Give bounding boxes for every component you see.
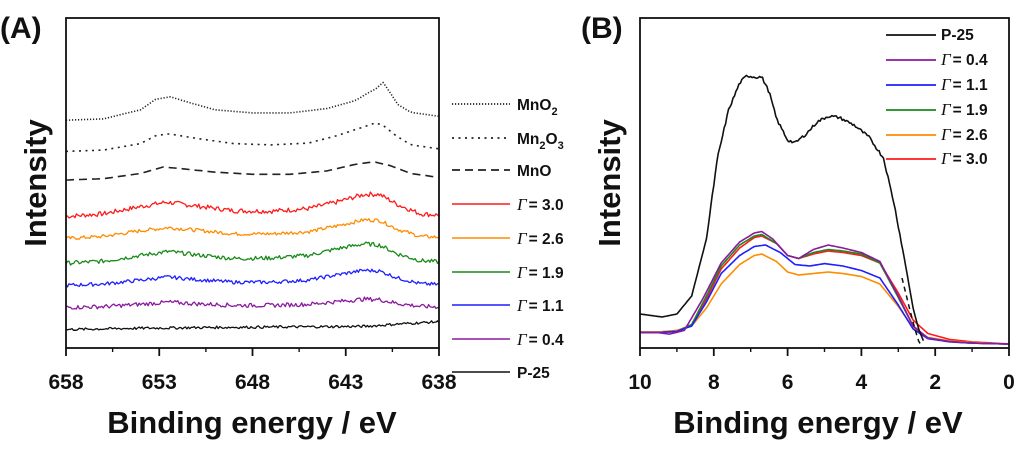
panel-a-plot-frame [65, 17, 440, 349]
panel-b-legend-label-gamma-3-0: Γ = 3.0 [940, 149, 988, 168]
panel-a-x-axis-title: Binding energy / eV [107, 405, 397, 440]
panel-a-traces [65, 81, 440, 331]
panel-a-series-mno [65, 81, 440, 121]
panel-b-tick-label: 10 [628, 371, 651, 394]
panel-b-label: (B) [581, 12, 623, 45]
panel-b-series-gamma-3-0 [640, 235, 1010, 345]
panel-b-series-gamma-1-9 [640, 233, 1009, 345]
panel-a-legend: MnO2 Mn2O3 MnO Γ = 3.0 Γ = 2.6 Γ = 1.9 Γ = 1.1 Γ = 0… [452, 97, 564, 382]
panel-b-legend-label-gamma-0-4: Γ = 0.4 [940, 50, 988, 69]
panel-a-legend-label-mno: MnO2 [517, 97, 558, 118]
panel-b-tick-label: 4 [856, 371, 868, 394]
panel-b-x-axis-title: Binding energy / eV [673, 405, 963, 440]
panel-a-legend-label-gamma-1-9: Γ = 1.9 [516, 263, 564, 282]
panel-b-tick-label: 2 [929, 371, 941, 394]
panel-a-tick-label: 648 [235, 371, 270, 394]
panel-b-series-p-25 [639, 74, 925, 342]
panel-a-legend-label-mn-o: Mn2O3 [517, 131, 564, 152]
panel-a-tick-label: 643 [328, 371, 363, 394]
panel-a-legend-label-mno: MnO [517, 163, 551, 180]
panel-b-series-gamma-0-4 [640, 230, 1009, 345]
panel-a-legend-label-gamma-0-4: Γ = 0.4 [516, 330, 564, 349]
panel-b-series-gamma-2-6 [640, 253, 1010, 345]
panel-b: (B) 10 8 6 4 2 0 P-25 Γ = 0.4 Γ = 1.1 Γ = 1.9 Γ = 2.6… [581, 12, 1015, 440]
panel-a-series-gamma-3-0 [65, 191, 440, 219]
panel-b-y-axis-title: Intensity [592, 119, 627, 247]
panel-b-legend: P-25 Γ = 0.4 Γ = 1.1 Γ = 1.9 Γ = 2.6 Γ = 3.0 [886, 27, 988, 168]
panel-b-x-ticks: 10 8 6 4 2 0 [628, 348, 1015, 394]
panel-a-label: (A) [0, 12, 42, 45]
panel-a-y-axis-title: Intensity [18, 119, 53, 247]
panel-a-series-gamma-2-6 [65, 218, 440, 241]
panel-b-tick-label: 8 [708, 371, 720, 394]
panel-a-series-gamma-1-9 [65, 241, 440, 266]
panel-b-legend-label-gamma-1-9: Γ = 1.9 [940, 100, 988, 119]
panel-b-legend-label-gamma-2-6: Γ = 2.6 [940, 125, 988, 144]
panel-a: (A) 658 653 648 643 638 MnO2 Mn2O3 MnO Γ = 3.0 Γ =… [0, 12, 564, 440]
panel-a-tick-label: 638 [421, 371, 456, 394]
panel-a-series-mno [65, 161, 440, 181]
panel-a-tick-label: 653 [142, 371, 177, 394]
panel-a-series-p-25 [65, 320, 440, 331]
panel-b-legend-label-p-25: P-25 [941, 27, 974, 44]
panel-b-traces [639, 74, 1010, 345]
panel-a-series-gamma-0-4 [65, 296, 440, 310]
panel-b-legend-label-gamma-1-1: Γ = 1.1 [940, 75, 988, 94]
panel-a-legend-label-gamma-1-1: Γ = 1.1 [516, 296, 564, 315]
panel-a-legend-label-p-25: P-25 [517, 365, 550, 382]
panel-a-series-gamma-1-1 [65, 268, 440, 288]
panel-b-dashed-baseline [901, 277, 922, 345]
panel-a-x-ticks: 658 653 648 643 638 [48, 348, 457, 394]
panel-b-tick-label: 0 [1003, 371, 1015, 394]
panel-a-tick-label: 658 [48, 371, 83, 394]
panel-a-legend-label-gamma-3-0: Γ = 3.0 [516, 195, 564, 214]
panel-a-series-mn-o [65, 122, 440, 153]
panel-a-legend-label-gamma-2-6: Γ = 2.6 [516, 229, 564, 248]
panel-b-series-gamma-1-1 [640, 244, 1009, 345]
panel-b-tick-label: 6 [782, 371, 794, 394]
